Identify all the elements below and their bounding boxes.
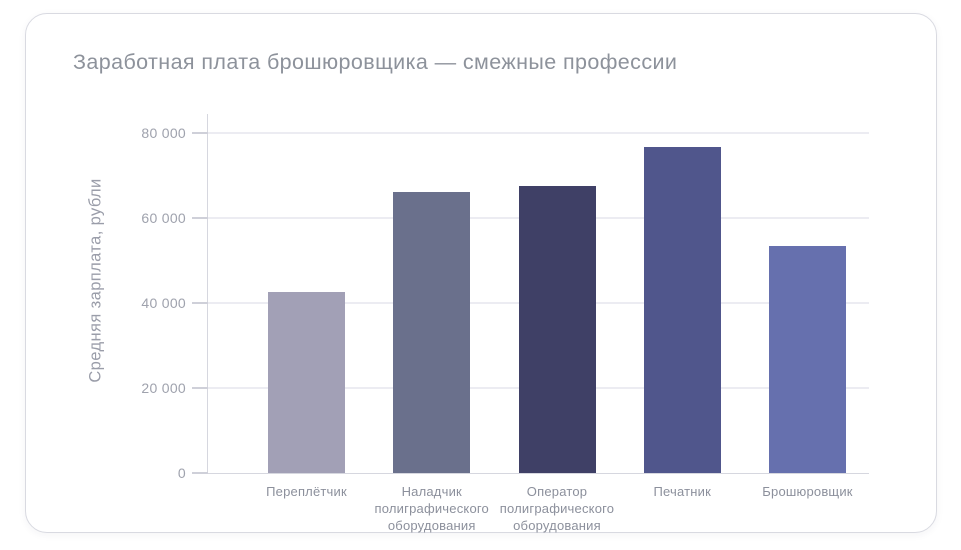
bar-4 bbox=[643, 147, 721, 473]
chart-title: Заработная плата брошюровщика — смежные … bbox=[73, 50, 678, 74]
x-tick-label: Переплётчик bbox=[266, 484, 347, 499]
y-tick-label: 40 000 bbox=[141, 295, 186, 311]
bar-3 bbox=[518, 185, 596, 473]
y-tick-mark bbox=[192, 217, 208, 219]
x-tick-label: Брошюровщик bbox=[762, 484, 853, 499]
y-tick-mark bbox=[192, 472, 208, 474]
bar-5 bbox=[769, 245, 846, 473]
bar-2 bbox=[393, 192, 471, 473]
plot-area: 0 20 000 40 000 60 000 80 000 Переплётчик Нала… bbox=[141, 114, 869, 533]
y-tick-label: 60 000 bbox=[141, 209, 186, 226]
y-axis-title: Средняя зарплата, рубли bbox=[86, 177, 105, 383]
y-tick-label: 80 000 bbox=[141, 124, 186, 141]
y-tick-label: 20 000 bbox=[141, 380, 186, 396]
y-axis-title-container: Средняя зарплата, рубли bbox=[66, 100, 126, 460]
x-tick-label: Печатник bbox=[653, 484, 712, 499]
y-tick-mark bbox=[192, 302, 208, 304]
x-tick-label: Оператор полиграфического оборудования bbox=[499, 484, 615, 533]
y-tick-label: 0 bbox=[177, 465, 186, 481]
bar-1 bbox=[268, 291, 345, 473]
x-tick-label: Наладчик полиграфического оборудования bbox=[374, 484, 489, 533]
y-tick-mark bbox=[192, 132, 208, 134]
y-gridline bbox=[208, 132, 869, 134]
y-tick-mark bbox=[192, 387, 208, 389]
chart-card: Заработная плата брошюровщика — смежные … bbox=[25, 13, 937, 533]
